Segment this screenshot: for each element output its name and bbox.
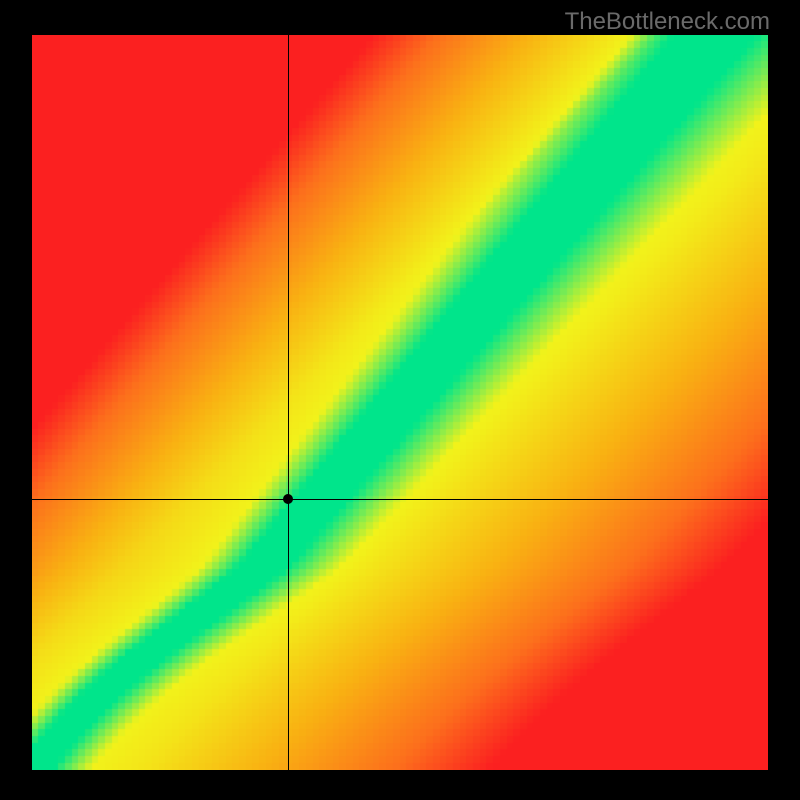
crosshair-marker-dot [283,494,293,504]
crosshair-vertical [288,35,289,770]
crosshair-horizontal [32,499,768,500]
watermark-text: TheBottleneck.com [565,8,770,36]
bottleneck-heatmap [32,35,768,770]
chart-container: TheBottleneck.com [0,0,800,800]
